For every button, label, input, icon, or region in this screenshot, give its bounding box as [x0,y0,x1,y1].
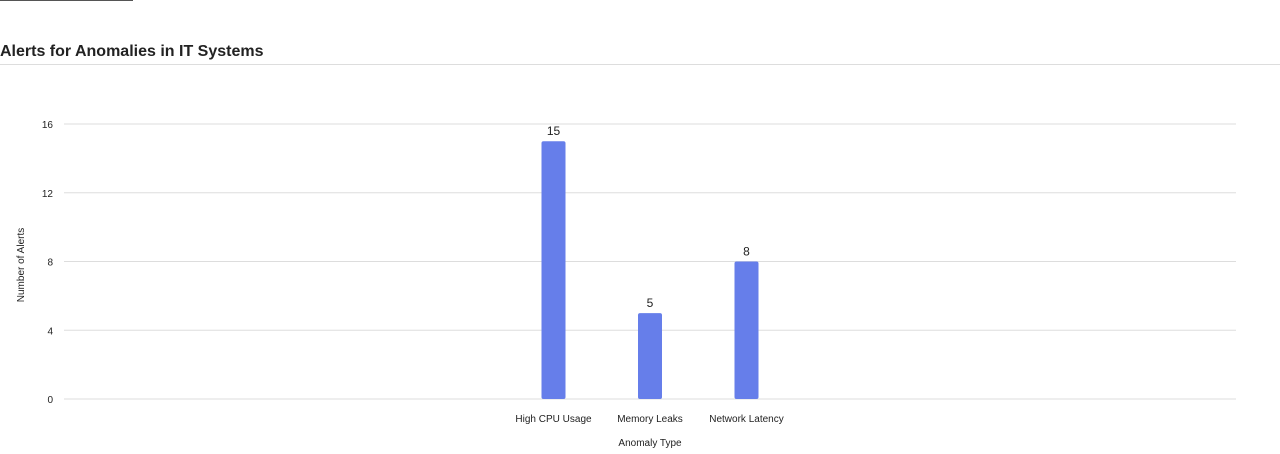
y-tick-label: 8 [47,258,53,269]
y-axis-ticks: 0 4 8 12 16 [42,120,54,406]
bar-value-label: 8 [743,245,750,259]
x-tick-label: Network Latency [709,414,783,425]
x-axis-title: Anomaly Type [618,438,682,449]
x-tick-label: High CPU Usage [515,414,592,425]
chart-title: Alerts for Anomalies in IT Systems [0,43,264,60]
y-tick-label: 12 [42,189,54,200]
x-tick-label: Memory Leaks [617,414,683,425]
chart-header: Alerts for Anomalies in IT Systems [0,38,1280,65]
bar-value-label: 15 [547,124,561,138]
bar [638,313,662,399]
y-tick-label: 4 [47,326,53,337]
y-tick-label: 16 [42,120,54,131]
bar [734,261,759,399]
bar-value-label: 5 [647,296,654,310]
tab-underline [0,0,133,1]
y-tick-label: 0 [47,395,53,406]
x-axis-ticks: High CPU Usage Memory Leaks Network Latenc… [515,414,783,425]
bar [541,141,566,399]
y-axis-title: Number of Alerts [16,228,27,302]
bars [541,141,759,399]
